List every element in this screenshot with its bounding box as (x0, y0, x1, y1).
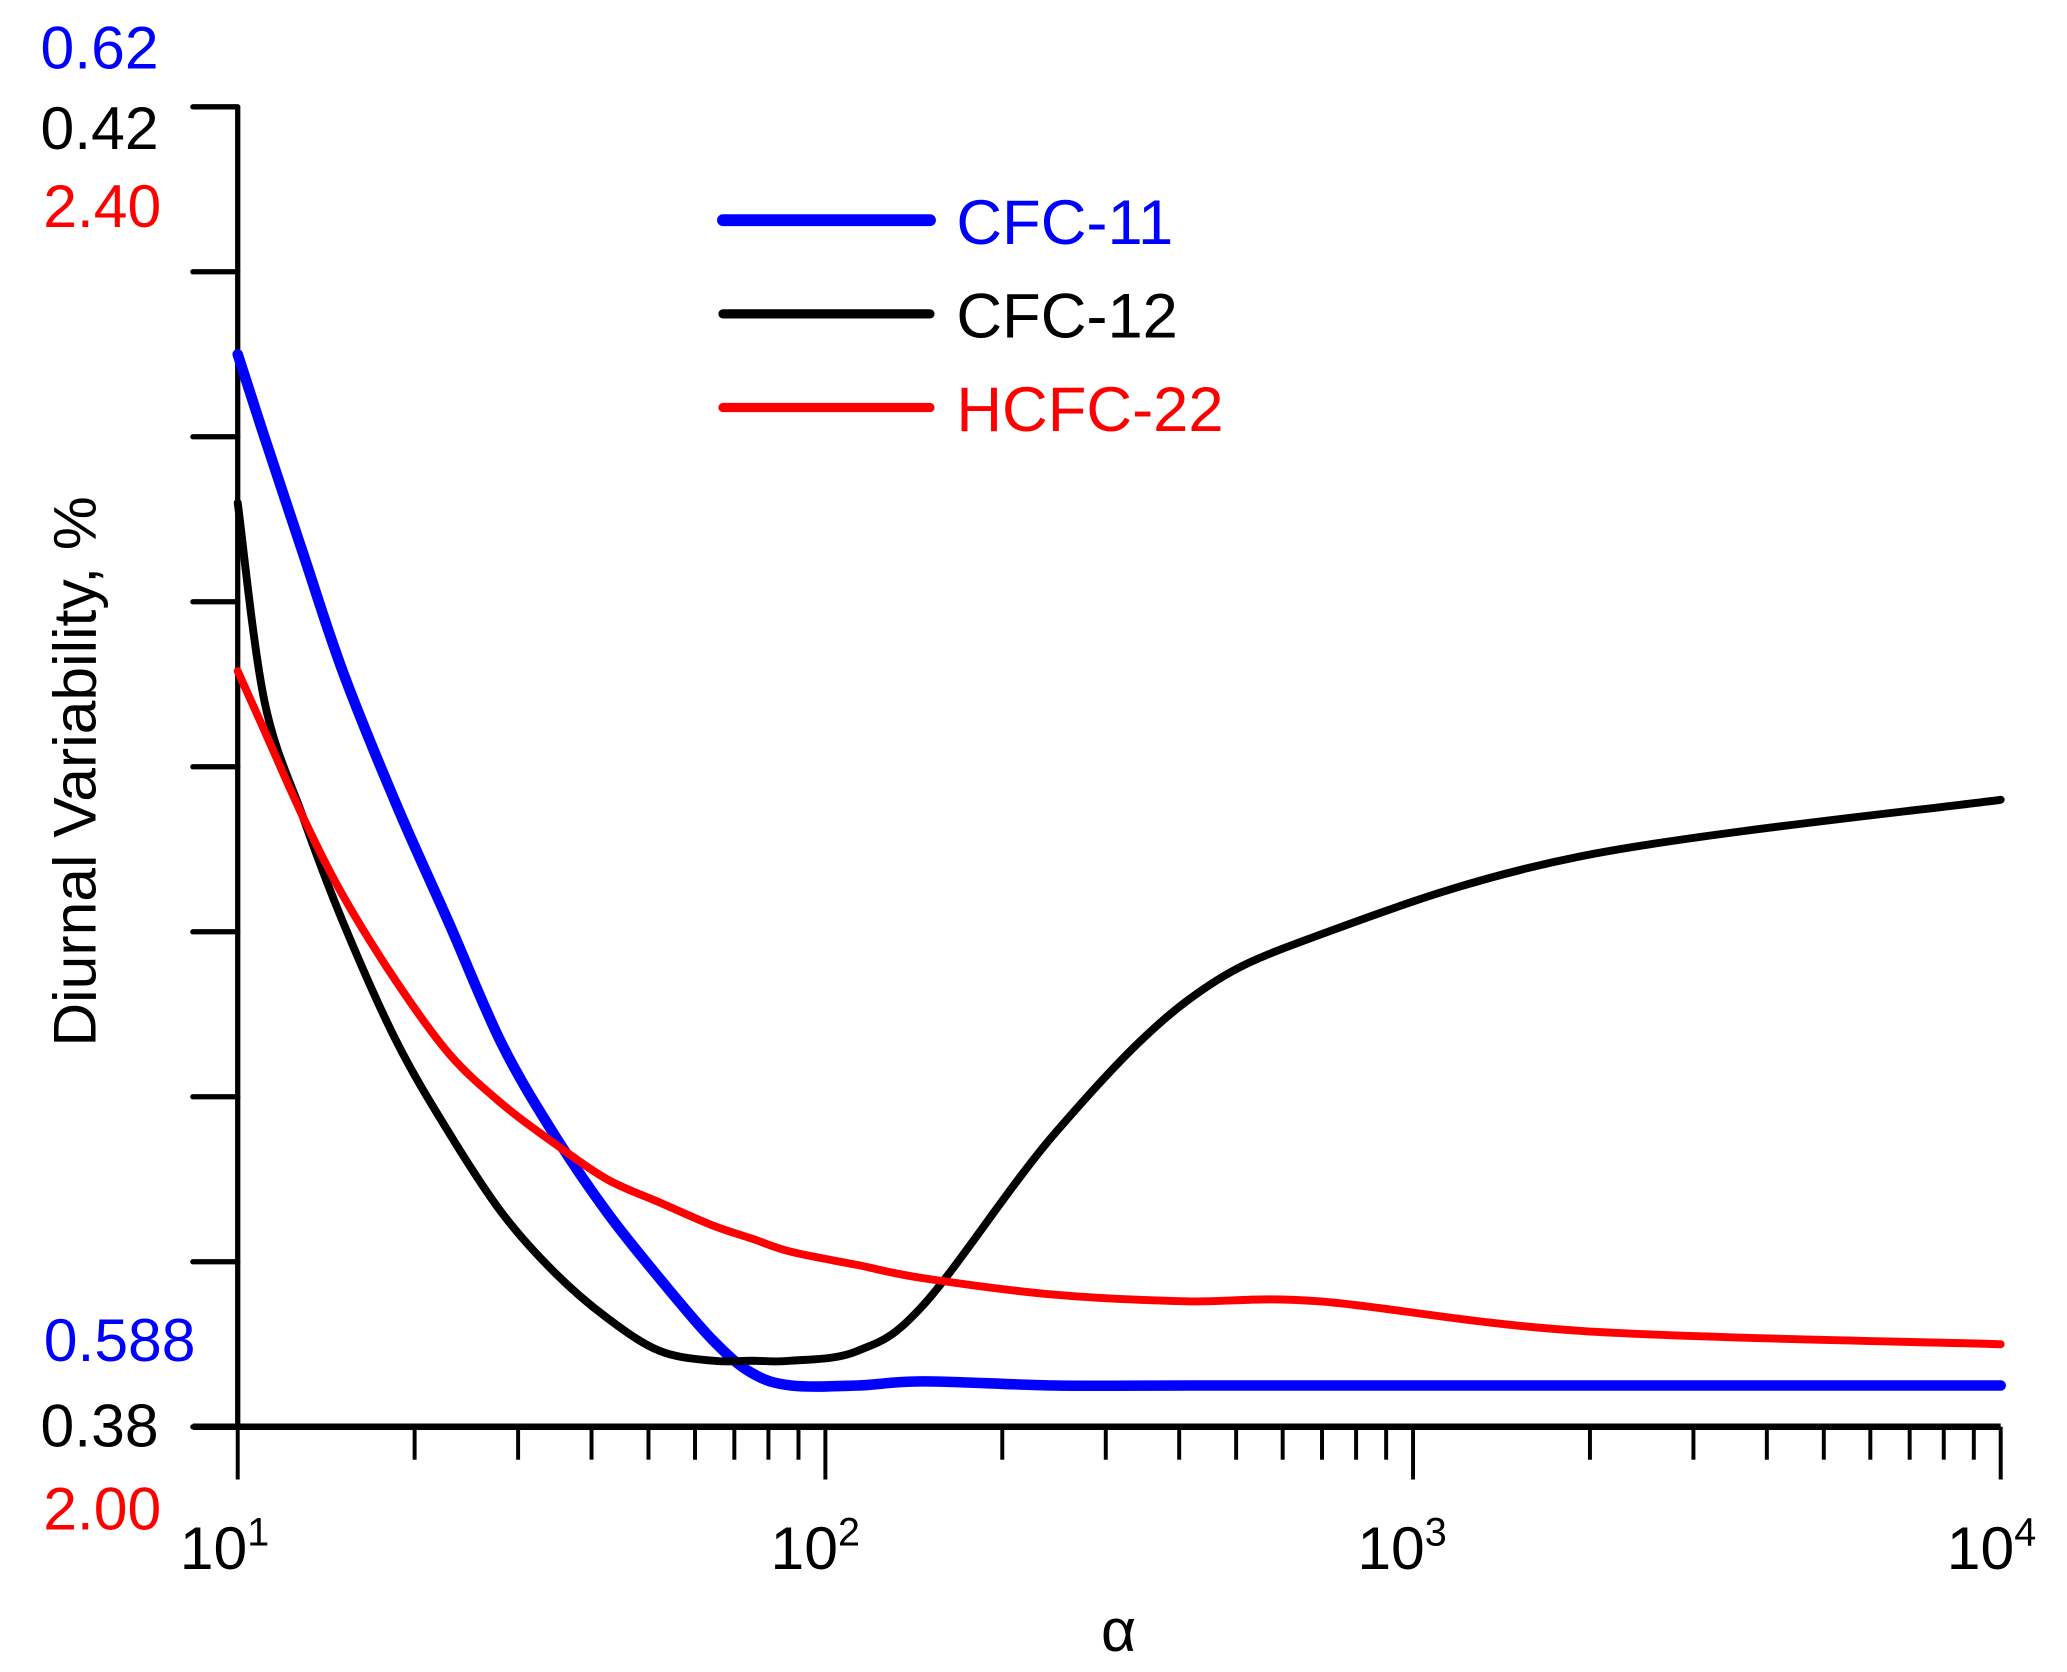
svg-text:102: 102 (771, 1510, 860, 1582)
svg-text:104: 104 (1947, 1510, 2036, 1582)
x-tick-label-10-3: 103 (1357, 1510, 1446, 1582)
legend: CFC-11 CFC-12 HCFC-22 (717, 188, 1224, 445)
series-line-cfc-11 (232, 349, 2006, 1392)
y-label-bottom-cfc12: 0.38 (41, 1392, 159, 1460)
x-tick-label-10-1: 101 (180, 1510, 269, 1582)
y-label-bottom-hcfc22: 2.00 (43, 1475, 161, 1543)
x-tick-label-10-4: 104 (1947, 1510, 2036, 1582)
axes (190, 104, 2003, 1480)
series-line-hcfc-22 (233, 667, 2005, 1349)
legend-label-hcfc22: HCFC-22 (956, 375, 1223, 445)
x-axis-label: α (1101, 1596, 1136, 1664)
y-label-top-cfc12: 0.42 (41, 94, 159, 162)
series-lines (232, 349, 2006, 1392)
y-label-bottom-cfc11: 0.588 (44, 1306, 196, 1374)
y-axis-label: Diurnal Variability, % (40, 496, 108, 1046)
series-line-cfc-12 (233, 498, 2005, 1366)
svg-text:103: 103 (1357, 1510, 1446, 1582)
x-tick-label-10-2: 102 (771, 1510, 860, 1582)
legend-label-cfc12: CFC-12 (956, 282, 1178, 352)
y-label-top-cfc11: 0.62 (41, 14, 159, 82)
svg-text:101: 101 (180, 1510, 269, 1582)
legend-label-cfc11: CFC-11 (956, 188, 1173, 258)
y-label-top-hcfc22: 2.40 (43, 172, 161, 240)
